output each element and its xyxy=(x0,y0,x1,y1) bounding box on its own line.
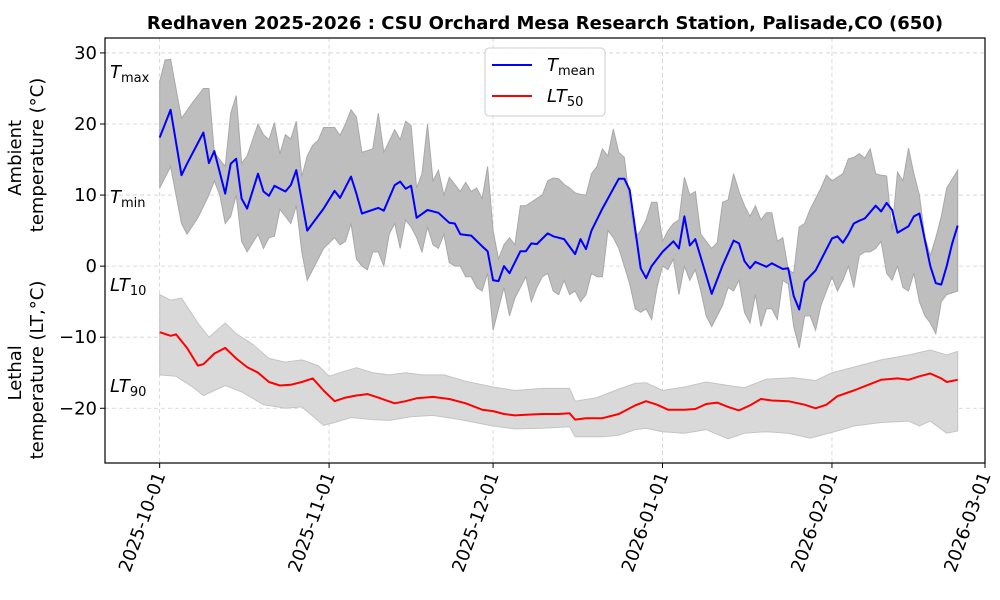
y-label-ambient-line1: Ambient xyxy=(5,120,26,196)
x-tick-label: 2025-11-01 xyxy=(284,470,340,575)
legend-label-lt50: LT50 xyxy=(547,86,583,110)
annotation-tmin-sub: min xyxy=(121,196,146,211)
y-tick-label: 10 xyxy=(74,185,97,206)
x-tick-label: 2025-10-01 xyxy=(115,470,171,575)
annotation-tmax-main: T xyxy=(110,62,123,83)
y-tick-label: −20 xyxy=(59,398,97,419)
lines xyxy=(158,108,959,421)
annotation-lt10-sub: 10 xyxy=(130,284,147,299)
legend: Tmean LT50 xyxy=(484,47,606,117)
legend-label-tmean-main: T xyxy=(547,55,560,76)
y-label-lethal-line2: temperature (LT,°C) xyxy=(27,281,48,460)
annotation-tmax: Tmax xyxy=(110,62,150,86)
legend-label-tmean-sub: mean xyxy=(558,64,595,79)
tmean-line xyxy=(158,108,959,311)
annotation-tmin-main: T xyxy=(110,187,123,208)
x-tick-label: 2026-02-01 xyxy=(787,470,843,575)
annotation-lt90: LT90 xyxy=(110,376,146,400)
y-tick-label: −10 xyxy=(59,327,97,348)
annotation-lt10-main: LT xyxy=(110,275,132,296)
y-tick-label: 30 xyxy=(74,43,97,64)
legend-label-lt50-sub: 50 xyxy=(567,95,584,110)
x-tick-label: 2026-03-01 xyxy=(940,470,996,575)
y-tick-label: 20 xyxy=(74,114,97,135)
annotation-tmax-sub: max xyxy=(121,71,150,86)
legend-label-lt50-main: LT xyxy=(547,86,569,107)
x-tick-label: 2026-01-01 xyxy=(618,470,674,575)
y-label-ambient-line2: temperature (°C) xyxy=(27,78,48,232)
annotation-lt90-sub: 90 xyxy=(130,385,147,400)
bands xyxy=(159,58,959,440)
lt50-line xyxy=(159,331,958,421)
temp-band xyxy=(159,58,959,349)
legend-box xyxy=(484,47,606,117)
x-tick-label: 2025-12-01 xyxy=(448,470,504,575)
y-label-ambient: Ambient temperature (°C) xyxy=(5,78,48,232)
y-axis: −20 −10 0 10 20 30 xyxy=(59,43,105,419)
annotation-tmin: Tmin xyxy=(110,187,146,211)
plot-frame xyxy=(104,37,986,464)
annotation-lt10: LT10 xyxy=(110,275,146,299)
annotation-lt90-main: LT xyxy=(110,376,132,397)
lt-band xyxy=(159,293,959,440)
legend-label-tmean: Tmean xyxy=(547,55,595,79)
y-label-lethal-line1: Lethal xyxy=(5,345,26,400)
chart-title: Redhaven 2025-2026 : CSU Orchard Mesa Re… xyxy=(147,13,943,34)
y-label-lethal: Lethal temperature (LT,°C) xyxy=(5,281,48,460)
y-tick-label: 0 xyxy=(86,256,97,277)
x-axis: 2025-10-01 2025-11-01 2025-12-01 2026-01-01… xyxy=(115,463,996,575)
